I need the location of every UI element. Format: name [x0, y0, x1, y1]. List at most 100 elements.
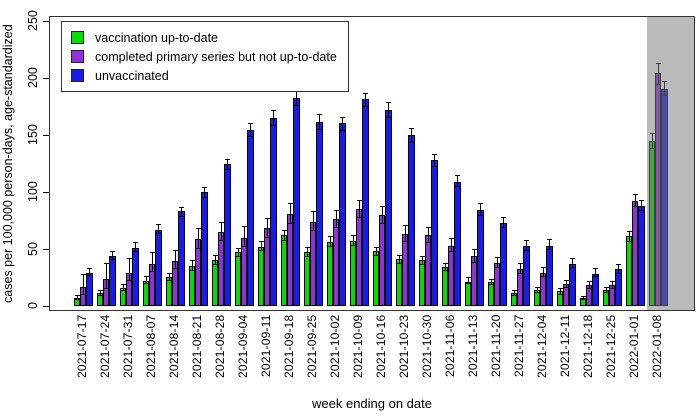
bar-unvaccinated-2021-11-27 [523, 245, 530, 306]
error-bar [317, 114, 322, 131]
x-axis-tick-label: 2021-07-31 [121, 315, 136, 379]
legend-swatch-icon [71, 50, 84, 63]
bar-unvaccinated-2021-07-17 [86, 272, 93, 306]
bar-unvaccinated-2021-12-04 [546, 245, 553, 306]
x-axis-tick-label: 2021-11-06 [443, 315, 458, 378]
error-bar [356, 199, 362, 219]
error-bar [442, 262, 448, 271]
error-bar [570, 258, 575, 269]
bar-unvaccinated-2021-10-02 [339, 123, 346, 306]
bar-unvaccinated-2021-09-04 [247, 130, 254, 306]
error-bar [225, 158, 230, 171]
error-bar [195, 228, 201, 249]
x-axis-tick-label: 2021-12-25 [604, 315, 619, 379]
error-bar [304, 246, 310, 257]
error-bar [97, 290, 103, 296]
bar-unvaccinated-2021-10-09 [362, 99, 369, 306]
error-bar [120, 284, 126, 292]
error-bar [609, 280, 615, 289]
error-bar [179, 206, 184, 217]
x-axis-tick-label: 2021-07-17 [75, 315, 90, 379]
error-bar [264, 218, 270, 238]
x-axis-tick-label: 2022-01-01 [627, 315, 642, 379]
bar-unvaccinated-2021-07-31 [132, 247, 139, 306]
error-bar [517, 262, 523, 275]
x-axis-tick-label: 2021-09-11 [259, 315, 274, 378]
error-bar [586, 280, 592, 289]
y-axis-title: cases per 100,000 person-days, age-stand… [1, 24, 15, 303]
error-bar [471, 248, 477, 263]
error-bar [241, 226, 247, 247]
error-bar [340, 116, 345, 132]
error-bar [603, 286, 609, 294]
error-bar [212, 254, 218, 265]
error-bar [327, 236, 333, 247]
x-axis-tick-label: 2021-10-16 [374, 315, 389, 379]
error-bar [287, 203, 293, 224]
bar-unvaccinated-2021-08-21 [201, 191, 208, 306]
error-bar [310, 211, 316, 231]
x-axis-tick-label: 2021-08-14 [167, 315, 182, 379]
error-bar [402, 224, 408, 243]
error-bar [133, 242, 138, 253]
bar-unvaccinated-2021-09-18 [293, 98, 300, 306]
x-axis-tick-label: 2021-12-11 [558, 315, 573, 378]
error-bar [87, 268, 92, 277]
error-bar [501, 216, 506, 229]
bar-unvaccinated-2022-01-01 [638, 205, 645, 306]
bar-unvaccinated-2021-08-28 [224, 164, 231, 306]
error-bar [396, 254, 402, 264]
error-bar [455, 174, 460, 188]
error-bar [488, 278, 494, 286]
y-axis-tick [43, 248, 49, 250]
bar-unvaccinated-2021-10-23 [408, 134, 415, 306]
error-bar [172, 250, 178, 270]
legend: vaccination up-to-date completed primary … [61, 21, 349, 92]
error-bar [547, 238, 552, 251]
y-axis-tick [43, 77, 49, 79]
error-bar [143, 276, 149, 285]
x-axis-tick-label: 2021-11-20 [489, 315, 504, 378]
bar-unvaccinated-2021-12-11 [569, 263, 576, 306]
error-bar [166, 272, 172, 281]
x-axis-tick-label: 2021-10-23 [397, 315, 412, 379]
y-axis-tick-label: 250 [26, 10, 40, 32]
error-bar [540, 267, 546, 278]
error-bar [580, 295, 586, 301]
error-bar [189, 260, 195, 271]
bar-unvaccinated-2021-10-30 [431, 159, 438, 306]
legend-item: vaccination up-to-date [71, 28, 337, 47]
x-axis-title: week ending on date [312, 396, 432, 411]
bar-unvaccinated-2021-12-18 [592, 274, 599, 306]
bar-unvaccinated-2021-08-07 [155, 229, 162, 306]
bar-unvaccinated-2021-12-25 [615, 269, 622, 306]
error-bar [281, 229, 287, 241]
x-axis-tick-label: 2021-08-28 [213, 315, 228, 379]
plot-area: vaccination up-to-date completed primary … [49, 16, 695, 311]
legend-swatch-icon [71, 69, 84, 82]
bar-unvaccinated-2021-11-06 [454, 181, 461, 306]
x-axis-tick-label: 2021-12-04 [535, 315, 550, 379]
x-axis-tick-label: 2021-09-18 [282, 315, 297, 379]
error-bar [294, 90, 299, 107]
error-bar [126, 258, 132, 281]
error-bar [373, 246, 379, 256]
x-axis-tick-label: 2021-08-21 [190, 315, 205, 379]
error-bar [432, 154, 437, 167]
error-bar [557, 287, 563, 295]
error-bar [156, 223, 161, 235]
legend-swatch-icon [71, 31, 84, 44]
x-axis-tick-label: 2021-10-30 [420, 315, 435, 379]
legend-item: completed primary series but not up-to-d… [71, 47, 337, 66]
error-bar [639, 199, 644, 212]
error-bar [534, 286, 540, 294]
x-axis-tick-label: 2022-01-08 [650, 315, 665, 379]
error-bar [465, 277, 471, 285]
error-bar [202, 187, 207, 198]
bar-unvaccinated-2021-10-16 [385, 109, 392, 306]
legend-label: completed primary series but not up-to-d… [95, 49, 337, 64]
x-axis-tick-label: 2021-11-13 [466, 315, 481, 378]
bar-unvaccinated-2021-09-11 [270, 117, 277, 306]
error-bar [448, 237, 454, 253]
error-bar [248, 123, 253, 138]
